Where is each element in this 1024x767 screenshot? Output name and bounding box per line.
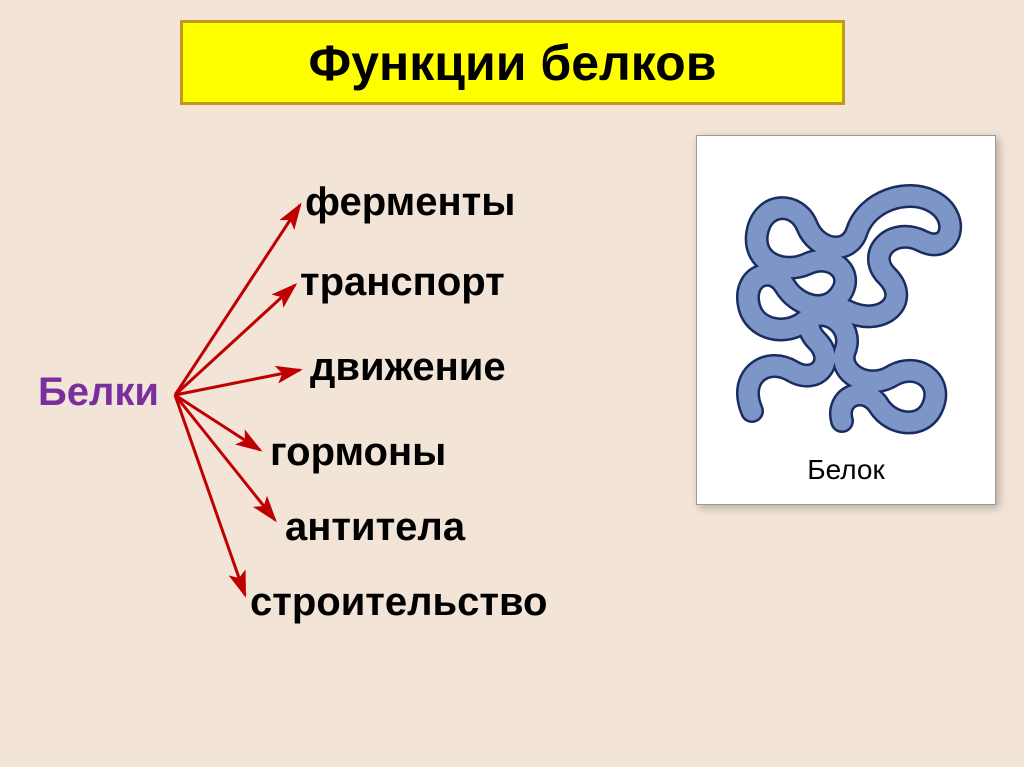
root-label: Белки xyxy=(38,370,159,415)
title-text: Функции белков xyxy=(309,34,717,92)
function-label: строительство xyxy=(250,580,547,625)
protein-illustration xyxy=(707,146,987,446)
function-label: ферменты xyxy=(305,180,515,225)
protein-caption: Белок xyxy=(807,454,885,486)
function-label: транспорт xyxy=(300,260,505,305)
protein-card: Белок xyxy=(696,135,996,505)
function-label: антитела xyxy=(285,505,465,550)
function-label: гормоны xyxy=(270,430,446,475)
title-box: Функции белков xyxy=(180,20,845,105)
function-label: движение xyxy=(310,345,506,390)
